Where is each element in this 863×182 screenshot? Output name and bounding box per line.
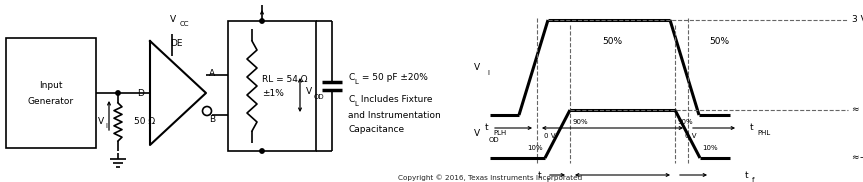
Circle shape xyxy=(260,19,264,23)
Text: ≈−2 V: ≈−2 V xyxy=(852,153,863,163)
Text: V: V xyxy=(98,116,104,126)
Circle shape xyxy=(116,91,120,95)
Text: V: V xyxy=(474,130,480,139)
Text: 50%: 50% xyxy=(602,37,622,46)
Text: f: f xyxy=(752,177,754,182)
Text: 10%: 10% xyxy=(527,145,543,151)
Text: r: r xyxy=(546,177,549,182)
Text: Includes Fixture: Includes Fixture xyxy=(358,96,432,104)
Text: ≈ 2 V: ≈ 2 V xyxy=(852,106,863,114)
Text: 90%: 90% xyxy=(572,119,588,125)
Text: = 50 pF ±20%: = 50 pF ±20% xyxy=(359,74,428,82)
Text: L: L xyxy=(354,79,358,85)
Text: L: L xyxy=(354,101,358,107)
Bar xyxy=(228,21,316,151)
Text: A: A xyxy=(209,68,215,78)
Text: OD: OD xyxy=(314,94,324,100)
Text: C: C xyxy=(348,74,354,82)
Text: D: D xyxy=(137,88,144,98)
Text: PLH: PLH xyxy=(493,130,507,136)
Text: RL = 54 Ω: RL = 54 Ω xyxy=(262,76,307,84)
Text: B: B xyxy=(209,114,215,124)
Text: t: t xyxy=(750,124,753,132)
Text: Generator: Generator xyxy=(28,96,74,106)
Text: 10%: 10% xyxy=(702,145,718,151)
Text: Copyright © 2016, Texas Instruments Incorporated: Copyright © 2016, Texas Instruments Inco… xyxy=(398,175,583,181)
Text: V: V xyxy=(170,15,176,25)
Text: 50%: 50% xyxy=(709,37,729,46)
Text: V: V xyxy=(306,86,312,96)
Text: Input: Input xyxy=(39,80,63,90)
Text: 0 V: 0 V xyxy=(684,133,696,139)
Text: PHL: PHL xyxy=(757,130,771,136)
Text: C: C xyxy=(348,96,354,104)
Text: 3 V: 3 V xyxy=(852,15,863,25)
Circle shape xyxy=(260,149,264,153)
Text: and Instrumentation: and Instrumentation xyxy=(348,112,441,120)
Text: t: t xyxy=(745,171,748,179)
Text: I: I xyxy=(105,123,107,129)
Bar xyxy=(6,38,96,148)
Text: 50 Ω: 50 Ω xyxy=(134,116,155,126)
Text: t: t xyxy=(484,124,488,132)
Text: CC: CC xyxy=(180,21,190,27)
Text: V: V xyxy=(474,62,480,72)
Text: OD: OD xyxy=(489,137,500,143)
Text: Capacitance: Capacitance xyxy=(348,126,404,134)
Text: t: t xyxy=(538,171,541,179)
Text: 90%: 90% xyxy=(677,119,693,125)
Text: ±1%: ±1% xyxy=(262,90,284,98)
Text: I: I xyxy=(487,70,489,76)
Text: DE: DE xyxy=(170,39,182,48)
Text: 0 V: 0 V xyxy=(544,133,555,139)
